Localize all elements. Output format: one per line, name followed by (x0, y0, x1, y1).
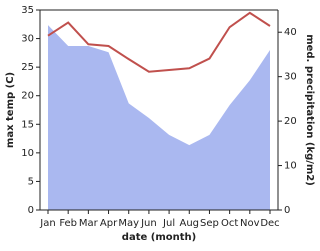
chart: date (month) max temp (C) med. precipita… (5, 5, 315, 243)
y-tick-label: 20 (21, 91, 34, 102)
x-axis-label: date (month) (122, 232, 196, 243)
y2-tick-label: 0 (284, 205, 290, 216)
x-tick-label: Jan (39, 218, 55, 229)
y2-axis-label: med. precipitation (kg/m2) (304, 34, 315, 186)
y2-tick-label: 40 (284, 27, 297, 38)
x-tick-label: Apr (100, 218, 118, 229)
y-tick-label: 25 (21, 62, 34, 73)
y-tick-label: 0 (28, 205, 34, 216)
x-tick-label: Jul (162, 218, 175, 229)
y-tick-label: 15 (21, 119, 34, 130)
precipitation-area (48, 25, 270, 210)
temperature-line (47, 11, 271, 73)
y2-tick-label: 20 (284, 116, 297, 127)
x-tick-label: Sep (200, 218, 219, 229)
x-tick-label: Feb (59, 218, 77, 229)
x-tick-label: Nov (240, 218, 260, 229)
y-tick-label: 35 (21, 5, 34, 16)
y-tick-label: 30 (21, 34, 34, 45)
y2-tick-label: 10 (284, 161, 297, 172)
x-tick-label: Aug (180, 218, 200, 229)
y2-tick-label: 30 (284, 72, 297, 83)
y-axis-label: max temp (C) (5, 72, 16, 148)
x-tick-label: Mar (79, 218, 99, 229)
y-tick-label: 10 (21, 148, 34, 159)
x-tick-label: May (118, 218, 139, 229)
x-tick-label: Jun (140, 218, 157, 229)
x-tick-label: Oct (221, 218, 238, 229)
x-tick-label: Dec (260, 218, 279, 229)
y-tick-label: 5 (28, 176, 34, 187)
